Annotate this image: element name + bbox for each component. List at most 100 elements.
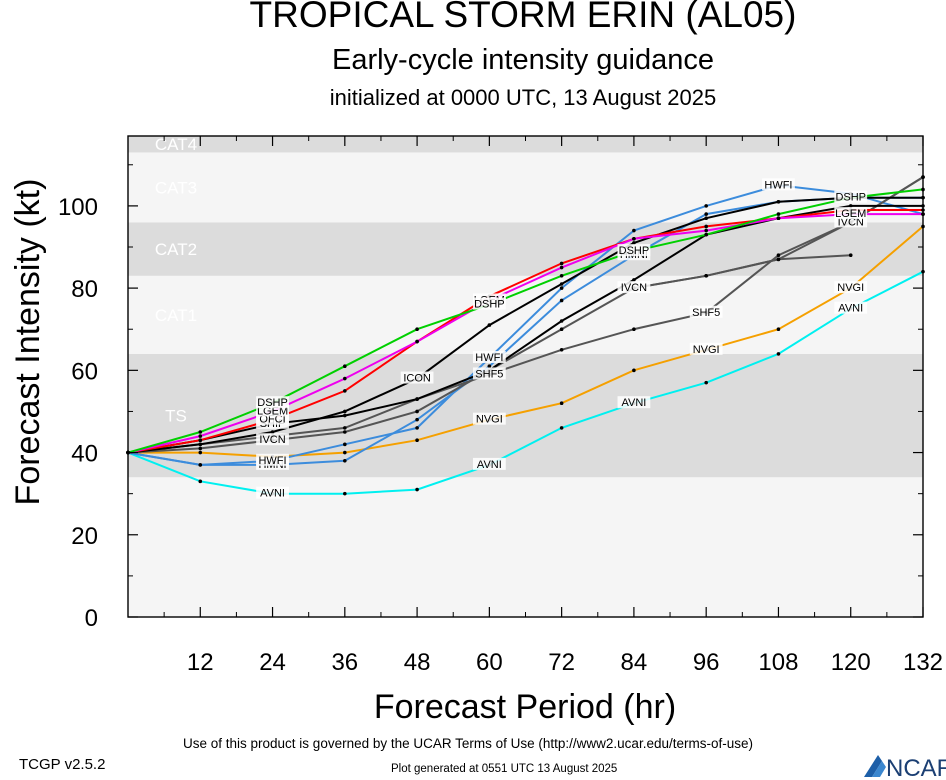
point-ivcn <box>704 273 708 278</box>
series-label-avni: AVNI <box>838 303 863 315</box>
point-shf5 <box>559 347 564 352</box>
series-label-hwfi: HWFI <box>475 352 503 364</box>
point-hmni <box>487 364 492 369</box>
point-lgem <box>704 228 708 233</box>
point-ivcn <box>559 327 564 332</box>
series-label-bg <box>617 396 651 409</box>
point-icon <box>559 282 564 286</box>
point-avni <box>415 487 419 492</box>
point-ivcn <box>415 409 419 414</box>
point-icon <box>343 409 347 414</box>
y-tick-label: 80 <box>71 276 98 303</box>
point-hmni <box>704 212 708 216</box>
series-label-bg <box>256 396 289 409</box>
series-label-bg <box>834 301 868 314</box>
point-dshp <box>415 327 419 332</box>
series-label-lgem: LGEM <box>835 208 866 220</box>
point-lgem <box>198 434 203 438</box>
init-time: initialized at 0000 UTC, 13 August 2025 <box>329 85 717 110</box>
series-label-bg <box>256 453 289 466</box>
point-hmni <box>559 298 564 303</box>
point-ofci <box>343 389 347 393</box>
band-label-cat3: CAT3 <box>155 178 197 197</box>
point-lgem <box>343 376 347 381</box>
series-label-hwfi: HWFI <box>258 455 286 467</box>
point-dshp <box>198 430 203 434</box>
x-axis-label: Forecast Period (hr) <box>374 688 676 726</box>
point-hmni <box>343 458 347 463</box>
series-label-bg <box>617 281 651 294</box>
point-nvgi <box>415 438 419 443</box>
y-tick-label: 40 <box>71 441 98 468</box>
point-ofci <box>559 261 564 266</box>
band-label-ts: TS <box>165 407 187 426</box>
point-nvgi <box>632 368 636 373</box>
x-tick-label: 36 <box>331 649 358 676</box>
x-tick-label: 12 <box>187 649 214 676</box>
series-label-lgem: LGEM <box>257 405 288 417</box>
band-ts <box>128 353 923 478</box>
series-label-bg <box>472 367 506 380</box>
point-dshp <box>343 364 347 369</box>
series-label-ivcn: IVCN <box>838 216 864 228</box>
terms-of-use: Use of this product is governed by the U… <box>183 736 753 751</box>
point-ship <box>415 397 419 401</box>
point-avni <box>704 380 708 385</box>
point-ship <box>632 278 636 282</box>
series-label-hwfi: HWFI <box>764 179 792 191</box>
series-label-shf5: SHF5 <box>692 307 720 319</box>
band-label-cat4: CAT4 <box>155 135 197 154</box>
series-label-bg <box>472 297 506 310</box>
point-lgem <box>776 216 781 221</box>
point-shf5 <box>632 327 636 332</box>
point-lgem <box>559 265 564 270</box>
series-label-avni: AVNI <box>477 459 502 471</box>
y-axis-label: Forecast Intensity (kt) <box>9 179 47 506</box>
point-hwfi <box>343 442 347 447</box>
point-ivcn <box>198 446 203 451</box>
ncar-logo: NCAR <box>864 755 946 780</box>
series-label-ivcn: IVCN <box>259 434 285 446</box>
point-ship <box>848 204 853 208</box>
series-label-avni: AVNI <box>621 397 646 409</box>
point-hwfi <box>559 286 564 290</box>
point-icon <box>487 323 492 327</box>
y-tick-label: 0 <box>85 605 98 632</box>
series-label-bg <box>834 190 868 203</box>
category-labels: TS CAT1 CAT2 CAT3 CAT4 <box>155 135 197 425</box>
point-icon <box>270 430 275 434</box>
series-label-icon: ICON <box>403 373 431 385</box>
point-avni <box>198 479 203 484</box>
point-ivcn <box>776 257 781 262</box>
band-cat4 <box>128 136 923 153</box>
point-icon <box>776 199 781 204</box>
point-ivcn <box>343 430 347 434</box>
band-label-cat1: CAT1 <box>155 306 197 325</box>
series-label-dshp: DSHP <box>474 299 505 311</box>
band-below-ts <box>128 477 923 617</box>
band-cat1 <box>128 275 923 354</box>
band-cat2 <box>128 222 923 276</box>
x-tick-label: 72 <box>548 649 575 676</box>
point-avni <box>559 426 564 430</box>
series-label-bg <box>472 457 506 470</box>
y-tick-label: 20 <box>71 523 98 550</box>
x-tick-label: 120 <box>831 649 871 676</box>
chart-title: TROPICAL STORM ERIN (AL05) <box>249 0 797 35</box>
x-tick-label: 60 <box>476 649 503 676</box>
intensity-chart: TS CAT1 CAT2 CAT3 CAT4 AVNI AVNI AVNI AVNI NVGI N… <box>9 135 943 726</box>
series-label-dshp: DSHP <box>619 245 650 257</box>
point-dshp <box>704 232 708 237</box>
point-nvgi <box>198 450 203 455</box>
point-nvgi <box>343 450 347 455</box>
version-label: TCGP v2.5.2 <box>19 756 106 773</box>
generated-time: Plot generated at 0551 UTC 13 August 202… <box>391 763 618 775</box>
x-tick-label: 48 <box>404 649 431 676</box>
series-label-bg <box>689 305 723 318</box>
series-label-bg <box>617 244 651 257</box>
series-label-bg <box>256 486 289 499</box>
series-label-shf5: SHF5 <box>475 368 503 380</box>
series-label-ivcn: IVCN <box>621 282 647 294</box>
series-label-avni: AVNI <box>260 488 285 500</box>
point-hwfi <box>415 426 419 430</box>
